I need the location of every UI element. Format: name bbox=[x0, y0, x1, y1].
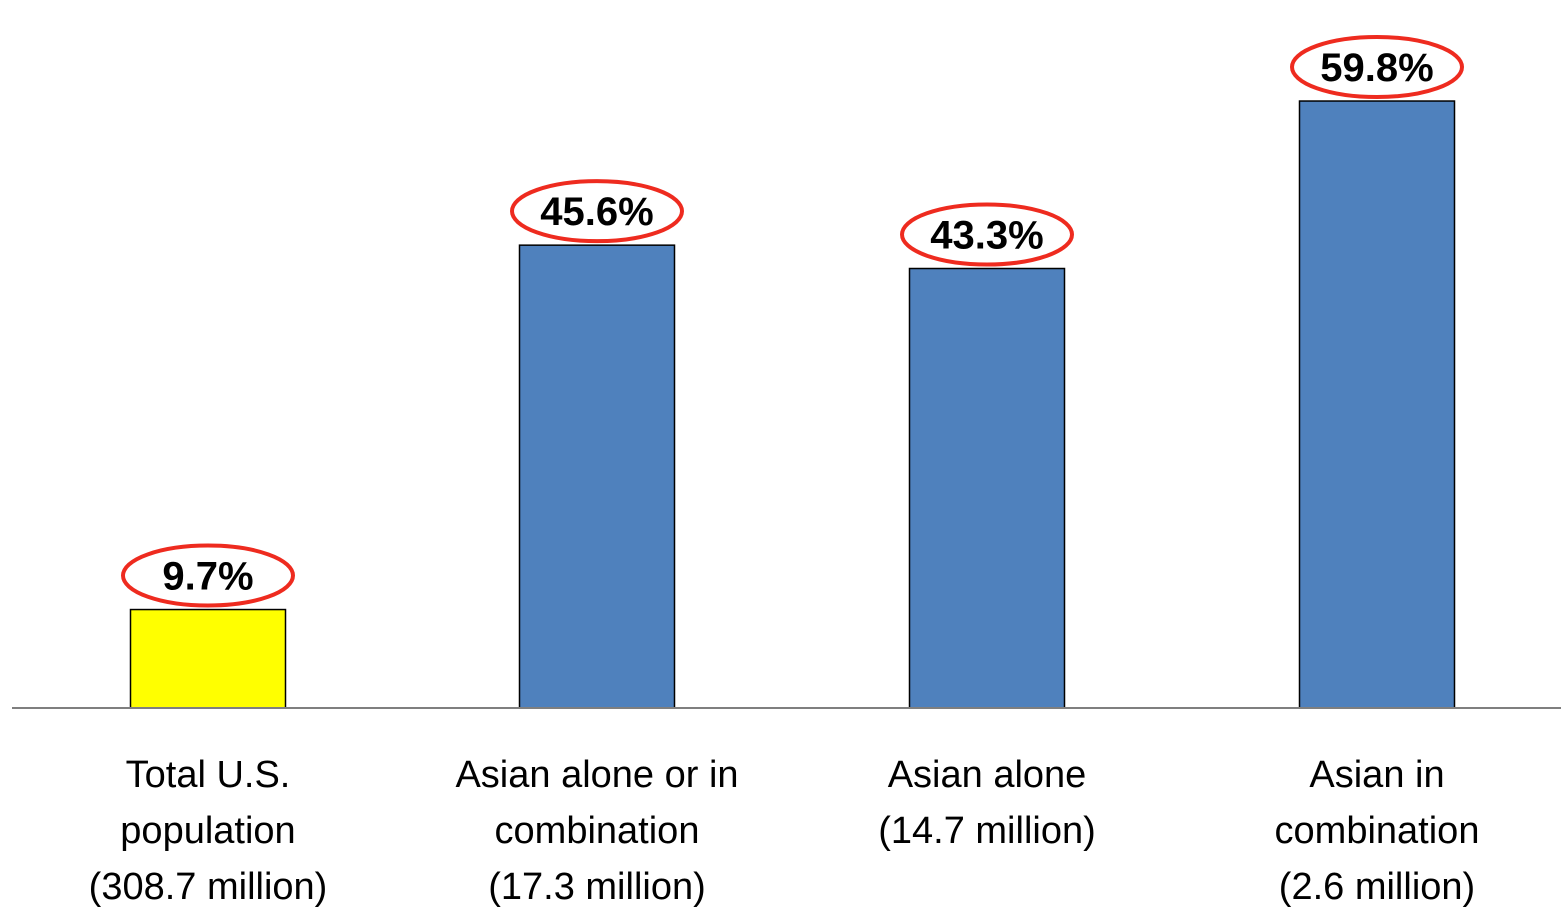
value-labels-layer: 9.7% 45.6% 43.3% 59.8% bbox=[162, 46, 1433, 599]
category-labels-layer: Total U.S. population (308.7 million) Asian… bbox=[89, 754, 1480, 908]
highlight-ellipse-0 bbox=[121, 543, 295, 608]
category-label-2-line-1: (14.7 million) bbox=[878, 810, 1096, 852]
category-label-3-line-1: combination bbox=[1275, 810, 1480, 852]
highlight-ellipses-layer bbox=[121, 35, 1464, 608]
highlight-ellipse-3 bbox=[1290, 35, 1464, 100]
bar-1 bbox=[518, 244, 676, 709]
category-label-3-line-2: (2.6 million) bbox=[1279, 866, 1475, 908]
category-label-1-line-1: combination bbox=[495, 810, 700, 852]
category-label-3-line-0: Asian in bbox=[1309, 754, 1444, 796]
category-label-0-line-0: Total U.S. bbox=[126, 754, 291, 796]
category-label-0-line-1: population bbox=[120, 810, 295, 852]
category-label-2-line-0: Asian alone bbox=[888, 754, 1087, 796]
bar-0 bbox=[129, 608, 287, 709]
bar-3 bbox=[1298, 100, 1456, 709]
category-label-1-line-2: (17.3 million) bbox=[488, 866, 706, 908]
value-label-3: 59.8% bbox=[1320, 46, 1433, 90]
highlight-ellipse-1 bbox=[510, 179, 684, 244]
value-label-0: 9.7% bbox=[162, 555, 253, 599]
category-label-1-line-0: Asian alone or in bbox=[455, 754, 738, 796]
bar-2 bbox=[908, 267, 1066, 709]
value-label-2: 43.3% bbox=[930, 214, 1043, 258]
category-label-0-line-2: (308.7 million) bbox=[89, 866, 328, 908]
highlight-ellipse-2 bbox=[900, 202, 1074, 267]
value-label-1: 45.6% bbox=[540, 190, 653, 234]
bars-layer bbox=[129, 100, 1456, 709]
